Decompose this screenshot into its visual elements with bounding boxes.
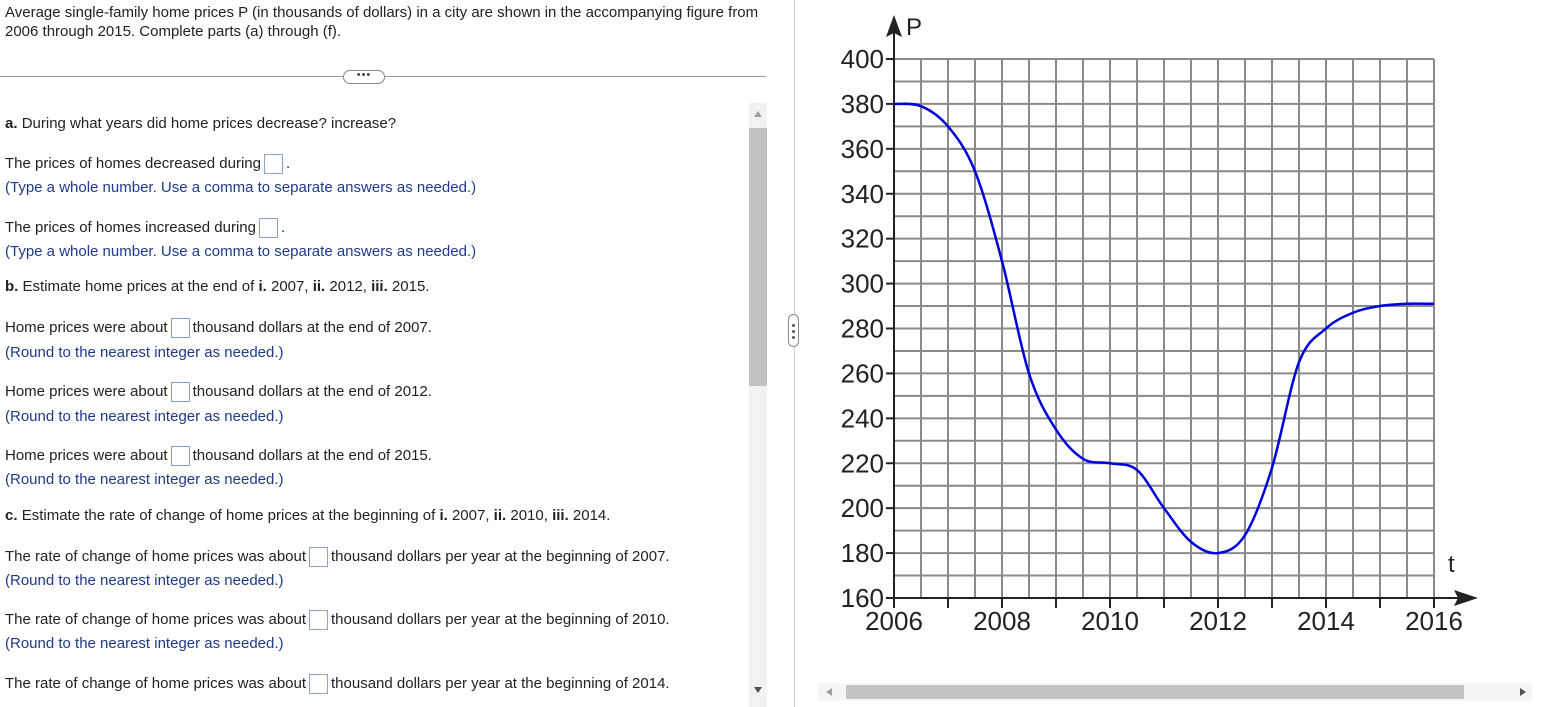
pane-resize-handle[interactable] <box>788 314 799 347</box>
y-tick-label: 240 <box>841 403 884 433</box>
y-tick-label: 400 <box>841 44 884 74</box>
price-curve <box>893 102 1435 555</box>
answer-box-rate-2007[interactable] <box>309 547 329 568</box>
y-tick-label: 280 <box>841 314 884 344</box>
hint-b2: (Round to the nearest integer as needed.… <box>5 408 284 425</box>
problem-intro: Average single-family home prices P (in … <box>5 4 759 40</box>
x-axis-arrow-icon <box>1454 590 1478 606</box>
question-a2: The prices of homes increased during. <box>5 218 285 239</box>
scrollbar-thumb[interactable] <box>749 128 767 386</box>
answer-box-2012-price[interactable] <box>170 382 190 403</box>
y-tick-label: 340 <box>841 179 884 209</box>
hint-b3: (Round to the nearest integer as needed.… <box>5 471 284 488</box>
home-price-graph: 160 180 200 220 240 260 280 300 320 340 360 380 400 2… <box>841 14 1478 636</box>
hscrollbar-thumb[interactable] <box>846 685 1464 699</box>
answer-box-rate-2010[interactable] <box>309 610 329 631</box>
y-tick-label: 200 <box>841 493 884 523</box>
hint-c2: (Round to the nearest integer as needed.… <box>5 635 284 652</box>
scroll-down-icon[interactable] <box>754 687 762 693</box>
question-a1: The prices of homes decreased during. <box>5 154 290 175</box>
graph-tick-labels: 160 180 200 220 240 260 280 300 320 340 360 380 400 2… <box>841 44 1463 636</box>
question-c-prompt: c. Estimate the rate of change of home p… <box>5 507 611 524</box>
expand-dots-button[interactable]: ••• <box>343 70 385 84</box>
question-b-prompt: b. Estimate home prices at the end of i.… <box>5 278 430 295</box>
hint-a2: (Type a whole number. Use a comma to sep… <box>5 243 477 260</box>
x-tick-label: 2012 <box>1189 606 1247 636</box>
graph-axes <box>886 15 1478 606</box>
scroll-up-icon[interactable] <box>754 111 762 117</box>
x-tick-label: 2014 <box>1297 606 1355 636</box>
y-tick-label: 380 <box>841 89 884 119</box>
y-tick-label: 220 <box>841 448 884 478</box>
answer-box-rate-2014[interactable] <box>309 674 329 695</box>
question-a-prompt: a. During what years did home prices dec… <box>5 115 397 132</box>
question-b3: Home prices were about thousand dollars a… <box>5 446 432 467</box>
answer-box-increased[interactable] <box>258 218 278 239</box>
x-tick-label: 2008 <box>973 606 1031 636</box>
y-tick-label: 180 <box>841 538 884 568</box>
x-tick-label: 2010 <box>1081 606 1139 636</box>
y-tick-label: 300 <box>841 269 884 299</box>
y-tick-label: 360 <box>841 134 884 164</box>
y-tick-label: 160 <box>841 583 884 613</box>
x-axis-label: t <box>1448 551 1455 578</box>
y-axis-label: P <box>906 14 922 41</box>
y-axis-arrow-icon <box>886 15 902 37</box>
answer-box-2015-price[interactable] <box>170 446 190 467</box>
question-c3: The rate of change of home prices was ab… <box>5 674 670 695</box>
scroll-right-icon[interactable] <box>1520 688 1526 696</box>
question-b2: Home prices were about thousand dollars a… <box>5 382 432 403</box>
answer-box-decreased[interactable] <box>263 154 283 175</box>
answer-box-2007-price[interactable] <box>170 318 190 339</box>
hint-a1: (Type a whole number. Use a comma to sep… <box>5 179 477 196</box>
scroll-left-icon[interactable] <box>826 688 832 696</box>
questions-vertical-scrollbar[interactable] <box>749 103 767 707</box>
graph-horizontal-scrollbar[interactable] <box>818 683 1532 701</box>
hint-b1: (Round to the nearest integer as needed.… <box>5 344 284 361</box>
hint-c1: (Round to the nearest integer as needed.… <box>5 572 284 589</box>
grid-major-lines <box>893 59 1435 598</box>
x-tick-label: 2006 <box>865 606 923 636</box>
question-c1: The rate of change of home prices was ab… <box>5 547 670 568</box>
questions-panel: a. During what years did home prices dec… <box>0 100 748 707</box>
x-tick-label: 2016 <box>1405 606 1463 636</box>
question-b1: Home prices were about thousand dollars a… <box>5 318 432 339</box>
y-tick-label: 320 <box>841 224 884 254</box>
y-tick-label: 260 <box>841 358 884 388</box>
question-c2: The rate of change of home prices was ab… <box>5 610 670 631</box>
pane-divider <box>794 0 795 707</box>
graph-ticks <box>886 58 1435 608</box>
